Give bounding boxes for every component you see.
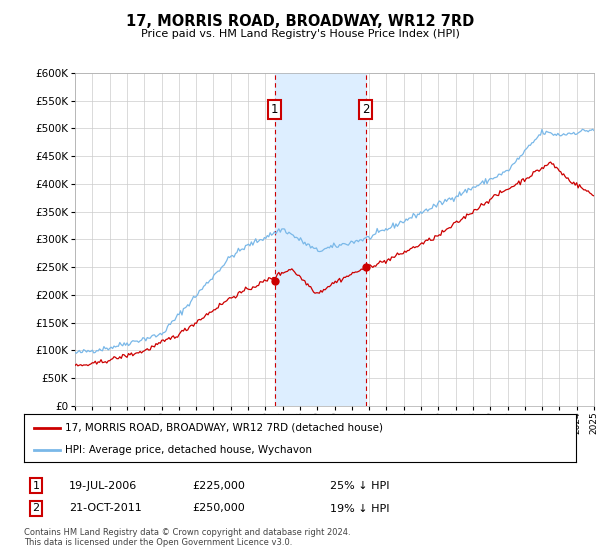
Text: HPI: Average price, detached house, Wychavon: HPI: Average price, detached house, Wych… xyxy=(65,445,313,455)
Text: 21-OCT-2011: 21-OCT-2011 xyxy=(69,503,142,514)
Text: £250,000: £250,000 xyxy=(192,503,245,514)
Text: £225,000: £225,000 xyxy=(192,480,245,491)
Text: 17, MORRIS ROAD, BROADWAY, WR12 7RD (detached house): 17, MORRIS ROAD, BROADWAY, WR12 7RD (det… xyxy=(65,423,383,433)
Text: 19-JUL-2006: 19-JUL-2006 xyxy=(69,480,137,491)
Text: 1: 1 xyxy=(32,480,40,491)
Text: 1: 1 xyxy=(271,103,278,116)
Text: 17, MORRIS ROAD, BROADWAY, WR12 7RD: 17, MORRIS ROAD, BROADWAY, WR12 7RD xyxy=(126,14,474,29)
Text: 2: 2 xyxy=(362,103,370,116)
Text: 2: 2 xyxy=(32,503,40,514)
Text: 25% ↓ HPI: 25% ↓ HPI xyxy=(330,480,389,491)
Bar xyxy=(275,73,365,406)
Text: Price paid vs. HM Land Registry's House Price Index (HPI): Price paid vs. HM Land Registry's House … xyxy=(140,29,460,39)
Text: 19% ↓ HPI: 19% ↓ HPI xyxy=(330,503,389,514)
Text: Contains HM Land Registry data © Crown copyright and database right 2024.
This d: Contains HM Land Registry data © Crown c… xyxy=(24,528,350,547)
